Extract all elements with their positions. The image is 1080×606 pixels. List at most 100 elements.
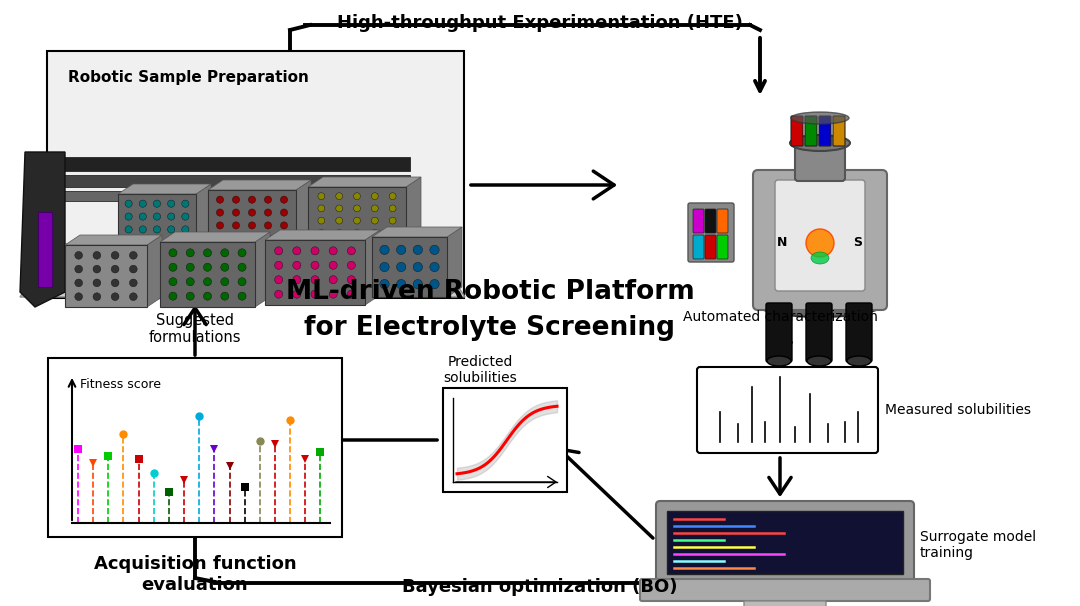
Circle shape — [265, 222, 271, 229]
Text: Suggested
formulations: Suggested formulations — [149, 313, 241, 345]
FancyBboxPatch shape — [744, 601, 826, 606]
Text: ML-driven Robotic Platform
for Electrolyte Screening: ML-driven Robotic Platform for Electroly… — [285, 279, 694, 341]
Text: Surrogate model
training: Surrogate model training — [920, 530, 1036, 560]
Polygon shape — [447, 227, 462, 297]
Circle shape — [153, 213, 161, 220]
Circle shape — [380, 245, 389, 255]
Circle shape — [181, 200, 189, 207]
Circle shape — [281, 196, 287, 203]
Circle shape — [414, 262, 422, 271]
Circle shape — [336, 205, 342, 212]
Circle shape — [329, 276, 337, 284]
Circle shape — [203, 292, 212, 300]
Ellipse shape — [807, 356, 831, 366]
FancyBboxPatch shape — [717, 235, 728, 259]
Circle shape — [414, 279, 422, 289]
Circle shape — [220, 263, 229, 271]
Text: Bayesian optimization (BO): Bayesian optimization (BO) — [402, 578, 678, 596]
Circle shape — [372, 205, 378, 212]
Circle shape — [336, 217, 342, 224]
Circle shape — [430, 279, 440, 289]
Circle shape — [414, 245, 422, 255]
FancyBboxPatch shape — [656, 501, 914, 584]
FancyBboxPatch shape — [65, 245, 147, 307]
FancyBboxPatch shape — [30, 191, 410, 201]
Circle shape — [130, 265, 137, 273]
Circle shape — [220, 249, 229, 257]
Circle shape — [168, 292, 177, 300]
FancyBboxPatch shape — [791, 116, 804, 146]
FancyBboxPatch shape — [688, 203, 734, 262]
Circle shape — [153, 239, 161, 246]
Circle shape — [396, 245, 406, 255]
FancyBboxPatch shape — [38, 212, 52, 287]
Circle shape — [186, 278, 194, 286]
Text: Automated characterization: Automated characterization — [683, 310, 877, 324]
FancyBboxPatch shape — [208, 190, 296, 248]
Circle shape — [336, 193, 342, 199]
Circle shape — [168, 249, 177, 257]
Circle shape — [248, 209, 256, 216]
Circle shape — [311, 276, 319, 284]
Circle shape — [232, 235, 240, 242]
FancyBboxPatch shape — [697, 367, 878, 453]
Circle shape — [430, 262, 440, 271]
Polygon shape — [365, 230, 380, 305]
Circle shape — [167, 213, 175, 220]
Circle shape — [125, 200, 132, 207]
Circle shape — [167, 200, 175, 207]
Circle shape — [75, 265, 82, 273]
Circle shape — [238, 278, 246, 286]
FancyBboxPatch shape — [160, 242, 255, 307]
Circle shape — [311, 261, 319, 269]
Circle shape — [430, 245, 440, 255]
FancyBboxPatch shape — [30, 175, 410, 187]
Text: Measured solubilities: Measured solubilities — [885, 403, 1031, 417]
Text: Robotic Sample Preparation: Robotic Sample Preparation — [68, 70, 309, 85]
Circle shape — [168, 263, 177, 271]
Ellipse shape — [806, 229, 834, 257]
Circle shape — [281, 222, 287, 229]
Circle shape — [232, 209, 240, 216]
Circle shape — [130, 251, 137, 259]
Circle shape — [186, 263, 194, 271]
Circle shape — [125, 226, 132, 233]
Circle shape — [93, 293, 100, 301]
Circle shape — [186, 292, 194, 300]
Circle shape — [181, 226, 189, 233]
Circle shape — [216, 209, 224, 216]
Circle shape — [111, 265, 119, 273]
Circle shape — [311, 290, 319, 298]
Text: Acquisition function
evaluation: Acquisition function evaluation — [94, 555, 296, 594]
Circle shape — [274, 247, 283, 255]
Circle shape — [311, 247, 319, 255]
Circle shape — [389, 193, 396, 199]
Circle shape — [265, 209, 271, 216]
Text: N: N — [777, 236, 787, 250]
FancyBboxPatch shape — [795, 140, 845, 181]
Circle shape — [232, 196, 240, 203]
FancyBboxPatch shape — [118, 194, 195, 252]
Circle shape — [353, 205, 361, 212]
Circle shape — [265, 196, 271, 203]
Circle shape — [203, 263, 212, 271]
FancyBboxPatch shape — [805, 116, 816, 146]
Polygon shape — [147, 235, 162, 307]
Circle shape — [348, 247, 355, 255]
Circle shape — [274, 290, 283, 298]
Circle shape — [111, 279, 119, 287]
Circle shape — [139, 239, 147, 246]
Circle shape — [75, 293, 82, 301]
FancyBboxPatch shape — [48, 358, 342, 537]
Polygon shape — [406, 177, 421, 242]
Circle shape — [238, 263, 246, 271]
FancyBboxPatch shape — [30, 157, 410, 171]
Circle shape — [372, 193, 378, 199]
Circle shape — [380, 279, 389, 289]
Circle shape — [329, 290, 337, 298]
Circle shape — [167, 226, 175, 233]
Circle shape — [232, 222, 240, 229]
Circle shape — [216, 196, 224, 203]
Circle shape — [389, 205, 396, 212]
FancyBboxPatch shape — [372, 237, 447, 297]
